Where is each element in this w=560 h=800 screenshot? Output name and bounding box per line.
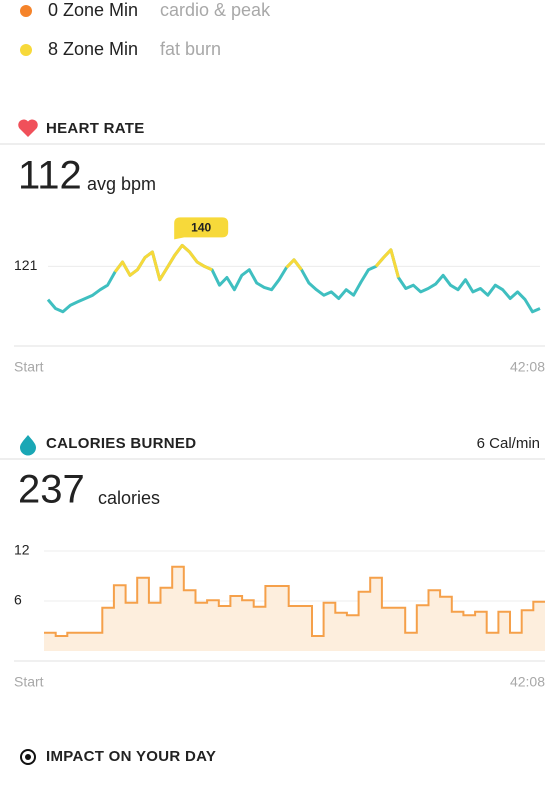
zone-value: 8 Zone Min	[48, 39, 138, 59]
section-title: IMPACT ON YOUR DAY	[46, 748, 216, 765]
impact-icon	[25, 754, 31, 760]
heart-icon	[18, 119, 38, 137]
summary-value: 112	[18, 154, 82, 198]
zone-dot	[20, 44, 32, 56]
hr-line	[113, 243, 400, 282]
summary-unit: avg bpm	[87, 174, 156, 194]
rate: 6 Cal/min	[477, 435, 540, 452]
zone-value: 0 Zone Min	[48, 0, 138, 20]
x-label: Start	[14, 359, 44, 375]
zone-label: fat burn	[160, 39, 221, 59]
section-title: HEART RATE	[46, 120, 145, 137]
x-label: 42:08	[510, 359, 545, 375]
max-label: 140	[191, 221, 211, 235]
drop-icon	[20, 435, 36, 456]
y-tick-label: 121	[14, 257, 38, 273]
zone-dot	[20, 5, 32, 17]
summary-unit: calories	[98, 488, 160, 508]
summary-value: 237	[18, 468, 85, 512]
max-callout	[174, 217, 229, 240]
zone-label: cardio & peak	[160, 0, 271, 20]
calorie-area	[44, 566, 545, 651]
y-tick-label: 6	[14, 592, 22, 608]
hr-line	[46, 243, 541, 314]
y-tick-label: 12	[14, 542, 30, 558]
x-label: 42:08	[510, 674, 545, 690]
calorie-line	[44, 565, 545, 637]
impact-icon	[20, 749, 36, 765]
x-label: Start	[14, 674, 44, 690]
section-title: CALORIES BURNED	[46, 435, 196, 452]
